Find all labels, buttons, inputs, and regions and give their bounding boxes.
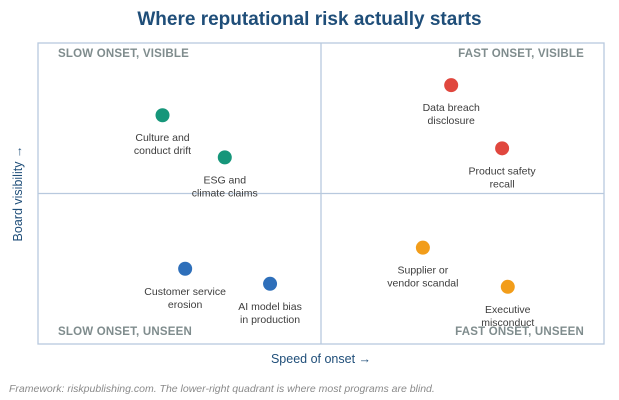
point-label-2: ESG and climate claims: [192, 174, 258, 199]
point-7: [415, 240, 430, 255]
y-axis-label: Board visibility →: [11, 146, 25, 242]
footnote: Framework: riskpublishing.com. The lower…: [9, 383, 435, 395]
point-8: [500, 279, 515, 294]
point-label-1: Culture and conduct drift: [134, 132, 191, 157]
point-5: [178, 261, 193, 276]
quadrant-label-bottom-right: FAST ONSET, UNSEEN: [455, 326, 584, 338]
point-2: [217, 150, 232, 165]
x-axis-label: Speed of onset →: [271, 352, 371, 366]
point-label-6: AI model bias in production: [238, 301, 302, 326]
point-label-5: Customer service erosion: [144, 286, 226, 311]
point-6: [263, 276, 278, 291]
quadrant-label-top-right: FAST ONSET, VISIBLE: [458, 48, 584, 60]
point-4: [495, 141, 510, 156]
quadrant-label-bottom-left: SLOW ONSET, UNSEEN: [58, 326, 192, 338]
point-1: [155, 108, 170, 123]
point-label-3: Data breach disclosure: [423, 102, 480, 127]
point-label-7: Supplier or vendor scandal: [387, 265, 458, 290]
point-label-4: Product safety recall: [469, 165, 537, 190]
point-3: [444, 78, 459, 93]
chart-title: Where reputational risk actually starts: [137, 9, 482, 30]
point-label-8: Executive misconduct: [481, 304, 534, 329]
quadrant-label-top-left: SLOW ONSET, VISIBLE: [58, 48, 189, 60]
